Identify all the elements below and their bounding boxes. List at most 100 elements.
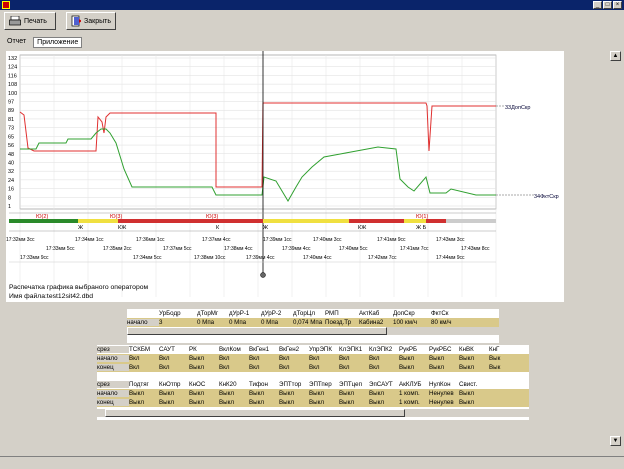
grid-cell: Выкл xyxy=(159,399,174,406)
column-header: Свист. xyxy=(459,381,478,388)
time-label: 17:37мм 4сс xyxy=(202,237,231,243)
y-tick-label: 132 xyxy=(8,56,17,62)
grid-cell: Выкл xyxy=(369,390,384,397)
signal-track-segment xyxy=(78,219,118,223)
grid-cell: Выкл xyxy=(159,390,174,397)
time-label: 17:39мм 4сс xyxy=(246,255,275,261)
print-button[interactable]: Печать xyxy=(4,12,56,30)
row-label-cell: начало xyxy=(97,355,129,362)
column-header: ЭПТтор xyxy=(279,381,302,388)
params-scroll-thumb[interactable] xyxy=(127,327,387,335)
time-label: 17:40мм 3сс xyxy=(313,237,342,243)
grid-cell: Вкл xyxy=(309,355,320,362)
signals-data-row[interactable]: начало Вкл Вкл Выкл Вкл Вкл Вкл Вкл Вкл Вкл Выкл Вы… xyxy=(97,354,529,363)
series-line-allowed-speed xyxy=(19,102,496,188)
time-label: 17:40мм 5сс xyxy=(339,246,368,252)
params-data-row[interactable]: начало 3 0 Мпа 0 Мпа 0 Мпа 0,074 Мпа Поезд.Тр К… xyxy=(127,318,499,327)
signals-data-row[interactable]: начало Выкл Выкл Выкл Выкл Выкл Выкл Выкл Выкл Вы… xyxy=(97,389,529,398)
track-label: Ж xyxy=(78,225,83,231)
minimize-button[interactable]: _ xyxy=(593,1,602,9)
signal-marker: Ю(3) xyxy=(206,214,218,220)
grid-cell: Вык xyxy=(489,355,501,362)
column-header: РМП xyxy=(325,310,339,317)
row-label-cell: начало xyxy=(97,390,129,397)
column-header: дТорМг xyxy=(197,310,219,317)
grid-cell: 0 Мпа xyxy=(197,319,215,326)
grid-cell: 100 км/ч xyxy=(393,319,417,326)
row-label-cell: конец xyxy=(97,399,129,406)
y-tick-label: 100 xyxy=(8,91,17,97)
grid-cell: Поезд.Тр xyxy=(325,319,352,326)
scroll-up-button[interactable]: ▲ xyxy=(610,51,621,61)
signal-track-segment xyxy=(446,219,496,223)
y-tick-label: 48 xyxy=(8,152,14,158)
signals-header-row: срез ТСКБМ САУТ РК ВклКом ВкГен1 ВкГен2 УпрЭПК К… xyxy=(97,345,529,354)
grid-cell: Выкл xyxy=(309,399,324,406)
signals-data-row[interactable]: конец Выкл Выкл Выкл Выкл Выкл Выкл Выкл Выкл Вык… xyxy=(97,398,529,407)
column-header: КлЭПК1 xyxy=(339,346,363,353)
column-header: САУТ xyxy=(159,346,175,353)
time-label: 17:33мм 9сс xyxy=(20,255,49,261)
legend-label-actual: 34ФктСкр xyxy=(534,194,559,200)
grid-cell: Вкл xyxy=(309,364,320,371)
signal-track-segment xyxy=(404,219,426,223)
grid-cell: Выкл xyxy=(459,364,474,371)
tab-appendix[interactable]: Приложение xyxy=(33,37,83,48)
column-header: АктКаб xyxy=(359,310,380,317)
grid-cell: Выкл xyxy=(339,399,354,406)
tab-report[interactable]: Отчет xyxy=(7,38,27,45)
time-label: 17:43мм 8сс xyxy=(461,246,490,252)
grid-cell: Выкл xyxy=(459,390,474,397)
signal-track-segment xyxy=(9,219,78,223)
grid-cell: Выкл xyxy=(429,364,444,371)
column-header: КнОС xyxy=(189,381,206,388)
speed-chart: 132 124 116 108 100 97 89 81 73 65 56 48 40 32 24 16 8 1 3… xyxy=(6,51,564,302)
column-header: ЭПТцеп xyxy=(339,381,362,388)
close-window-button[interactable]: × xyxy=(613,1,622,9)
y-tick-label: 32 xyxy=(8,169,14,175)
grid-cell: Выкл xyxy=(399,364,414,371)
params-hscrollbar[interactable] xyxy=(127,327,499,335)
grid-cell: Вкл xyxy=(369,355,380,362)
signals-data-row[interactable]: конец Вкл Вкл Выкл Вкл Вкл Вкл Вкл Вкл Вкл Выкл Вык… xyxy=(97,363,529,372)
grid-cell: Вкл xyxy=(159,355,170,362)
grid-cell: Выкл xyxy=(249,399,264,406)
track-label: К xyxy=(216,225,220,231)
y-tick-label: 108 xyxy=(8,82,17,88)
column-header: ЭпСАУТ xyxy=(369,381,393,388)
maximize-button[interactable]: □ xyxy=(603,1,612,9)
y-tick-label: 1 xyxy=(8,204,11,210)
time-label: 17:36мм 1сс xyxy=(136,237,165,243)
grid-cell: Выкл xyxy=(249,390,264,397)
row-label-cell: срез xyxy=(97,381,129,388)
printer-icon xyxy=(9,16,21,26)
grid-cell: Выкл xyxy=(459,355,474,362)
params-grid: УрБодр дТорМг дУрР-1 дУрР-2 дТорЦл РМП АктКаб Д… xyxy=(127,309,499,343)
close-button[interactable]: Закрыть xyxy=(66,12,116,30)
column-header: ДопСкр xyxy=(393,310,415,317)
time-label: 17:39мм 4сс xyxy=(282,246,311,252)
signals-scroll-thumb[interactable] xyxy=(105,409,405,417)
signals-hscrollbar[interactable] xyxy=(97,409,529,417)
column-header: НулКон xyxy=(429,381,451,388)
exit-door-icon xyxy=(71,15,82,27)
chart-filename: Имя файла:test12sit42.dbd xyxy=(9,292,93,300)
column-header: дТорЦл xyxy=(293,310,315,317)
grid-cell: Выкл xyxy=(429,355,444,362)
grid-cell: Выкл xyxy=(219,390,234,397)
column-header: дУрР-1 xyxy=(229,310,250,317)
time-label: 17:39мм 1сс xyxy=(263,237,292,243)
scroll-down-button[interactable]: ▼ xyxy=(610,436,621,446)
y-tick-label: 56 xyxy=(8,143,14,149)
signals-grid: срез ТСКБМ САУТ РК ВклКом ВкГен1 ВкГен2 УпрЭПК К… xyxy=(97,345,529,420)
time-label: 17:32мм 3сс xyxy=(6,237,35,243)
time-label: 17:41мм 7сс xyxy=(400,246,429,252)
chart-caption: Распечатка графика выбраного оператором xyxy=(9,283,149,291)
vertical-scrollbar[interactable]: ▲ ▼ xyxy=(610,51,621,456)
grid-cell: 1 комп. xyxy=(399,399,420,406)
grid-cell: 80 км/ч xyxy=(431,319,452,326)
column-header: РК xyxy=(189,346,197,353)
track-label: Ж xyxy=(263,225,268,231)
grid-cell: Вкл xyxy=(339,364,350,371)
column-header: Подтяг xyxy=(129,381,149,388)
